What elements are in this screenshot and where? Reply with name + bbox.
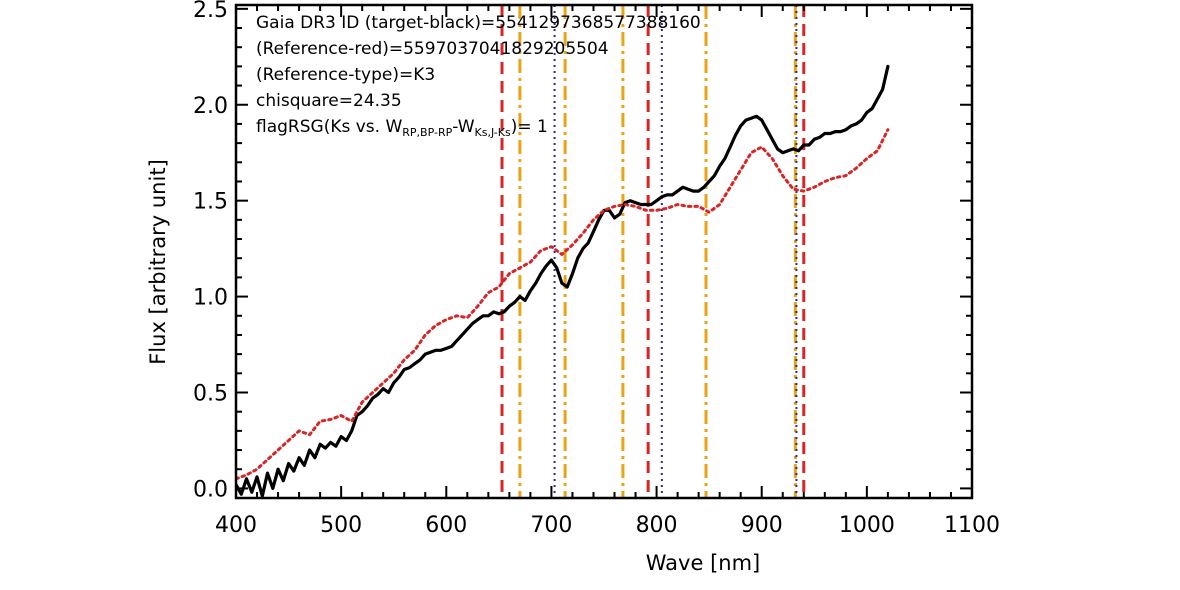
y-tick-label: 2.5 xyxy=(193,0,228,23)
x-tick-label: 800 xyxy=(636,513,678,538)
x-tick-label: 600 xyxy=(425,513,467,538)
x-tick-label: 400 xyxy=(215,513,257,538)
x-tick-label: 700 xyxy=(530,513,572,538)
reference-spectrum-line xyxy=(236,128,890,481)
y-tick-label: 2.0 xyxy=(193,94,228,119)
flag-rsg-subscript-2: Ks,J-Ks xyxy=(475,126,511,139)
annotation-flag-rsg: flagRSG(Ks vs. WRP,BP-RP-WKs,J-Ks)= 1 xyxy=(256,117,548,139)
annotation-reference-type: (Reference-type)=K3 xyxy=(256,65,435,85)
x-tick-label: 900 xyxy=(741,513,783,538)
y-tick-label: 0.0 xyxy=(193,477,228,502)
flag-rsg-subscript-1: RP,BP-RP xyxy=(402,126,452,139)
flag-rsg-mid: -W xyxy=(452,117,474,137)
flag-rsg-suffix: )= 1 xyxy=(511,117,548,137)
x-tick-label: 1100 xyxy=(944,513,1000,538)
x-axis-title: Wave [nm] xyxy=(646,551,760,575)
axis-ticks-group: 400 500 600 700 800 900 1000 1100 0.0 0.5 1.0 1.5 2.… xyxy=(193,0,1000,538)
target-spectrum-line xyxy=(236,64,890,498)
annotation-block: Gaia DR3 ID (target-black)=5541297368577… xyxy=(256,13,701,139)
reference-lines-group xyxy=(500,5,806,498)
flag-rsg-prefix: flagRSG(Ks vs. W xyxy=(256,117,402,137)
x-tick-label: 500 xyxy=(320,513,362,538)
y-tick-label: 1.5 xyxy=(193,190,228,215)
annotation-target-id: Gaia DR3 ID (target-black)=5541297368577… xyxy=(256,13,701,33)
y-axis-title: Flux [arbitrary unit] xyxy=(146,159,170,365)
y-tick-label: 0.5 xyxy=(193,381,228,406)
annotation-reference-id: (Reference-red)=5597037041829205504 xyxy=(256,39,609,59)
x-tick-label: 1000 xyxy=(839,513,895,538)
series-group xyxy=(236,64,890,498)
plot-frame xyxy=(234,3,974,500)
y-tick-label: 1.0 xyxy=(193,286,228,311)
annotation-chisquare: chisquare=24.35 xyxy=(256,91,402,111)
